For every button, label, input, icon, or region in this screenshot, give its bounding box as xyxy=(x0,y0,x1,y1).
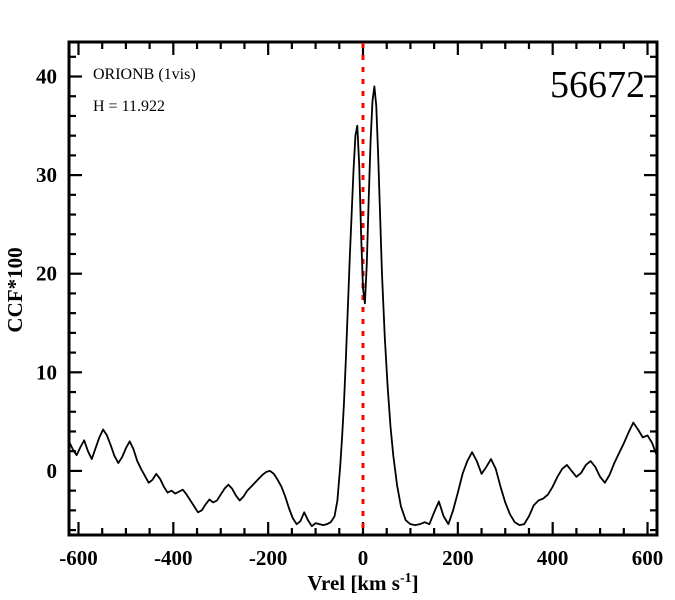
y-tick-label: 20 xyxy=(36,262,57,286)
x-axis-title: Vrel [km s-1] xyxy=(307,571,418,595)
y-tick-label: 0 xyxy=(47,459,58,483)
magnitude-label: H = 11.922 xyxy=(93,98,165,115)
epoch-label: 56672 xyxy=(550,64,645,106)
axis-tick-labels: -600 -400 -200 0 200 400 600 0 10 20 30 40 xyxy=(36,65,663,570)
x-tick-label: -600 xyxy=(59,546,98,570)
x-tick-label: 400 xyxy=(537,546,569,570)
y-tick-label: 30 xyxy=(36,163,57,187)
y-axis-title: CCF*100 xyxy=(3,247,27,332)
x-tick-label: -200 xyxy=(249,546,288,570)
x-tick-label: -400 xyxy=(154,546,193,570)
y-tick-label: 40 xyxy=(36,65,57,89)
y-tick-label: 10 xyxy=(36,360,57,384)
target-label: ORIONB (1vis) xyxy=(93,66,196,83)
x-tick-label: 0 xyxy=(358,546,369,570)
x-tick-label: 600 xyxy=(632,546,664,570)
ccf-line xyxy=(69,85,657,528)
ccf-curve xyxy=(69,85,657,528)
x-tick-label: 200 xyxy=(442,546,474,570)
